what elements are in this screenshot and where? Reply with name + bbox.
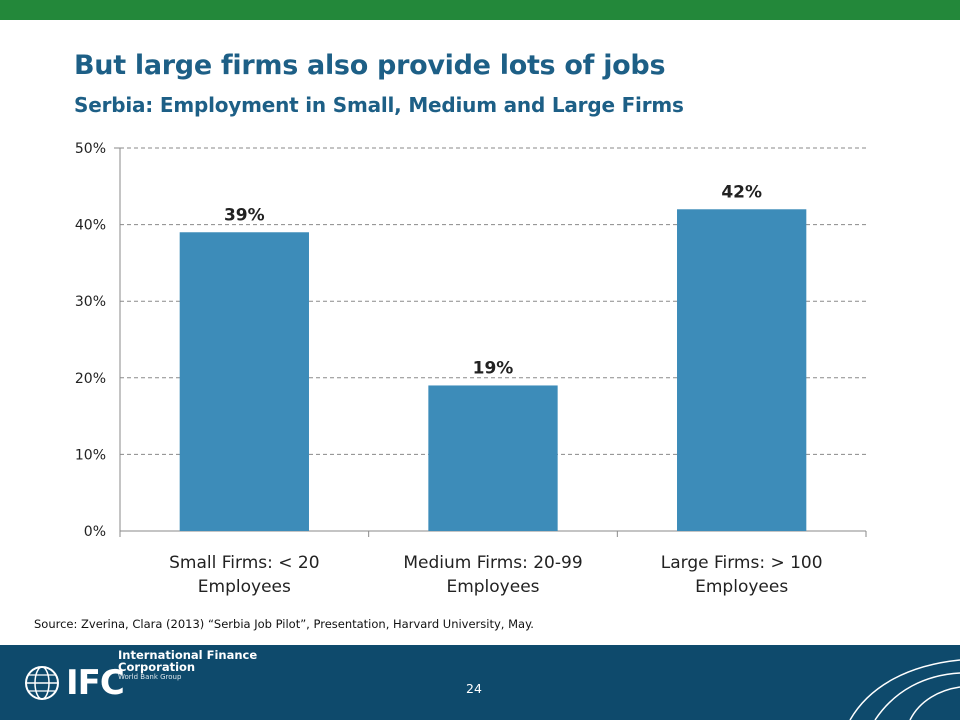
data-label: 39%: [224, 205, 265, 225]
y-tick-label: 30%: [75, 294, 106, 310]
y-tick-label: 40%: [75, 218, 106, 234]
top-accent-bar: [0, 0, 960, 20]
y-tick-label: 10%: [75, 447, 106, 463]
bar: [677, 209, 807, 531]
slide-title: But large firms also provide lots of job…: [74, 50, 666, 81]
x-tick-label: Employees: [695, 577, 788, 597]
globe-icon: [25, 666, 59, 700]
bar: [428, 385, 558, 531]
decorative-arcs: [849, 659, 960, 720]
footer-bar: IFC International Finance Corporation Wo…: [0, 645, 960, 720]
source-note: Source: Zverina, Clara (2013) “Serbia Jo…: [34, 617, 534, 631]
y-tick-label: 0%: [84, 524, 106, 540]
x-tick-label: Employees: [198, 577, 291, 597]
x-tick-label: Large Firms: > 100: [661, 553, 823, 573]
employment-bar-chart: 0% 10% 20% 30% 40% 50% 39% Small Firms: < 20 Emp…: [75, 141, 867, 597]
x-tick-label: Employees: [446, 577, 539, 597]
x-tick-label: Small Firms: < 20: [169, 553, 319, 573]
page-number: 24: [466, 681, 482, 696]
data-label: 19%: [473, 358, 514, 378]
ifc-wordmark: IFC: [66, 663, 125, 703]
data-label: 42%: [721, 182, 762, 202]
slide-subtitle: Serbia: Employment in Small, Medium and …: [74, 93, 684, 117]
org-name: International Finance Corporation: [118, 648, 258, 674]
y-tick-label: 50%: [75, 141, 106, 157]
x-tick-label: Medium Firms: 20-99: [403, 553, 582, 573]
org-group: World Bank Group: [118, 673, 182, 681]
bar: [179, 232, 309, 531]
y-tick-label: 20%: [75, 371, 106, 387]
